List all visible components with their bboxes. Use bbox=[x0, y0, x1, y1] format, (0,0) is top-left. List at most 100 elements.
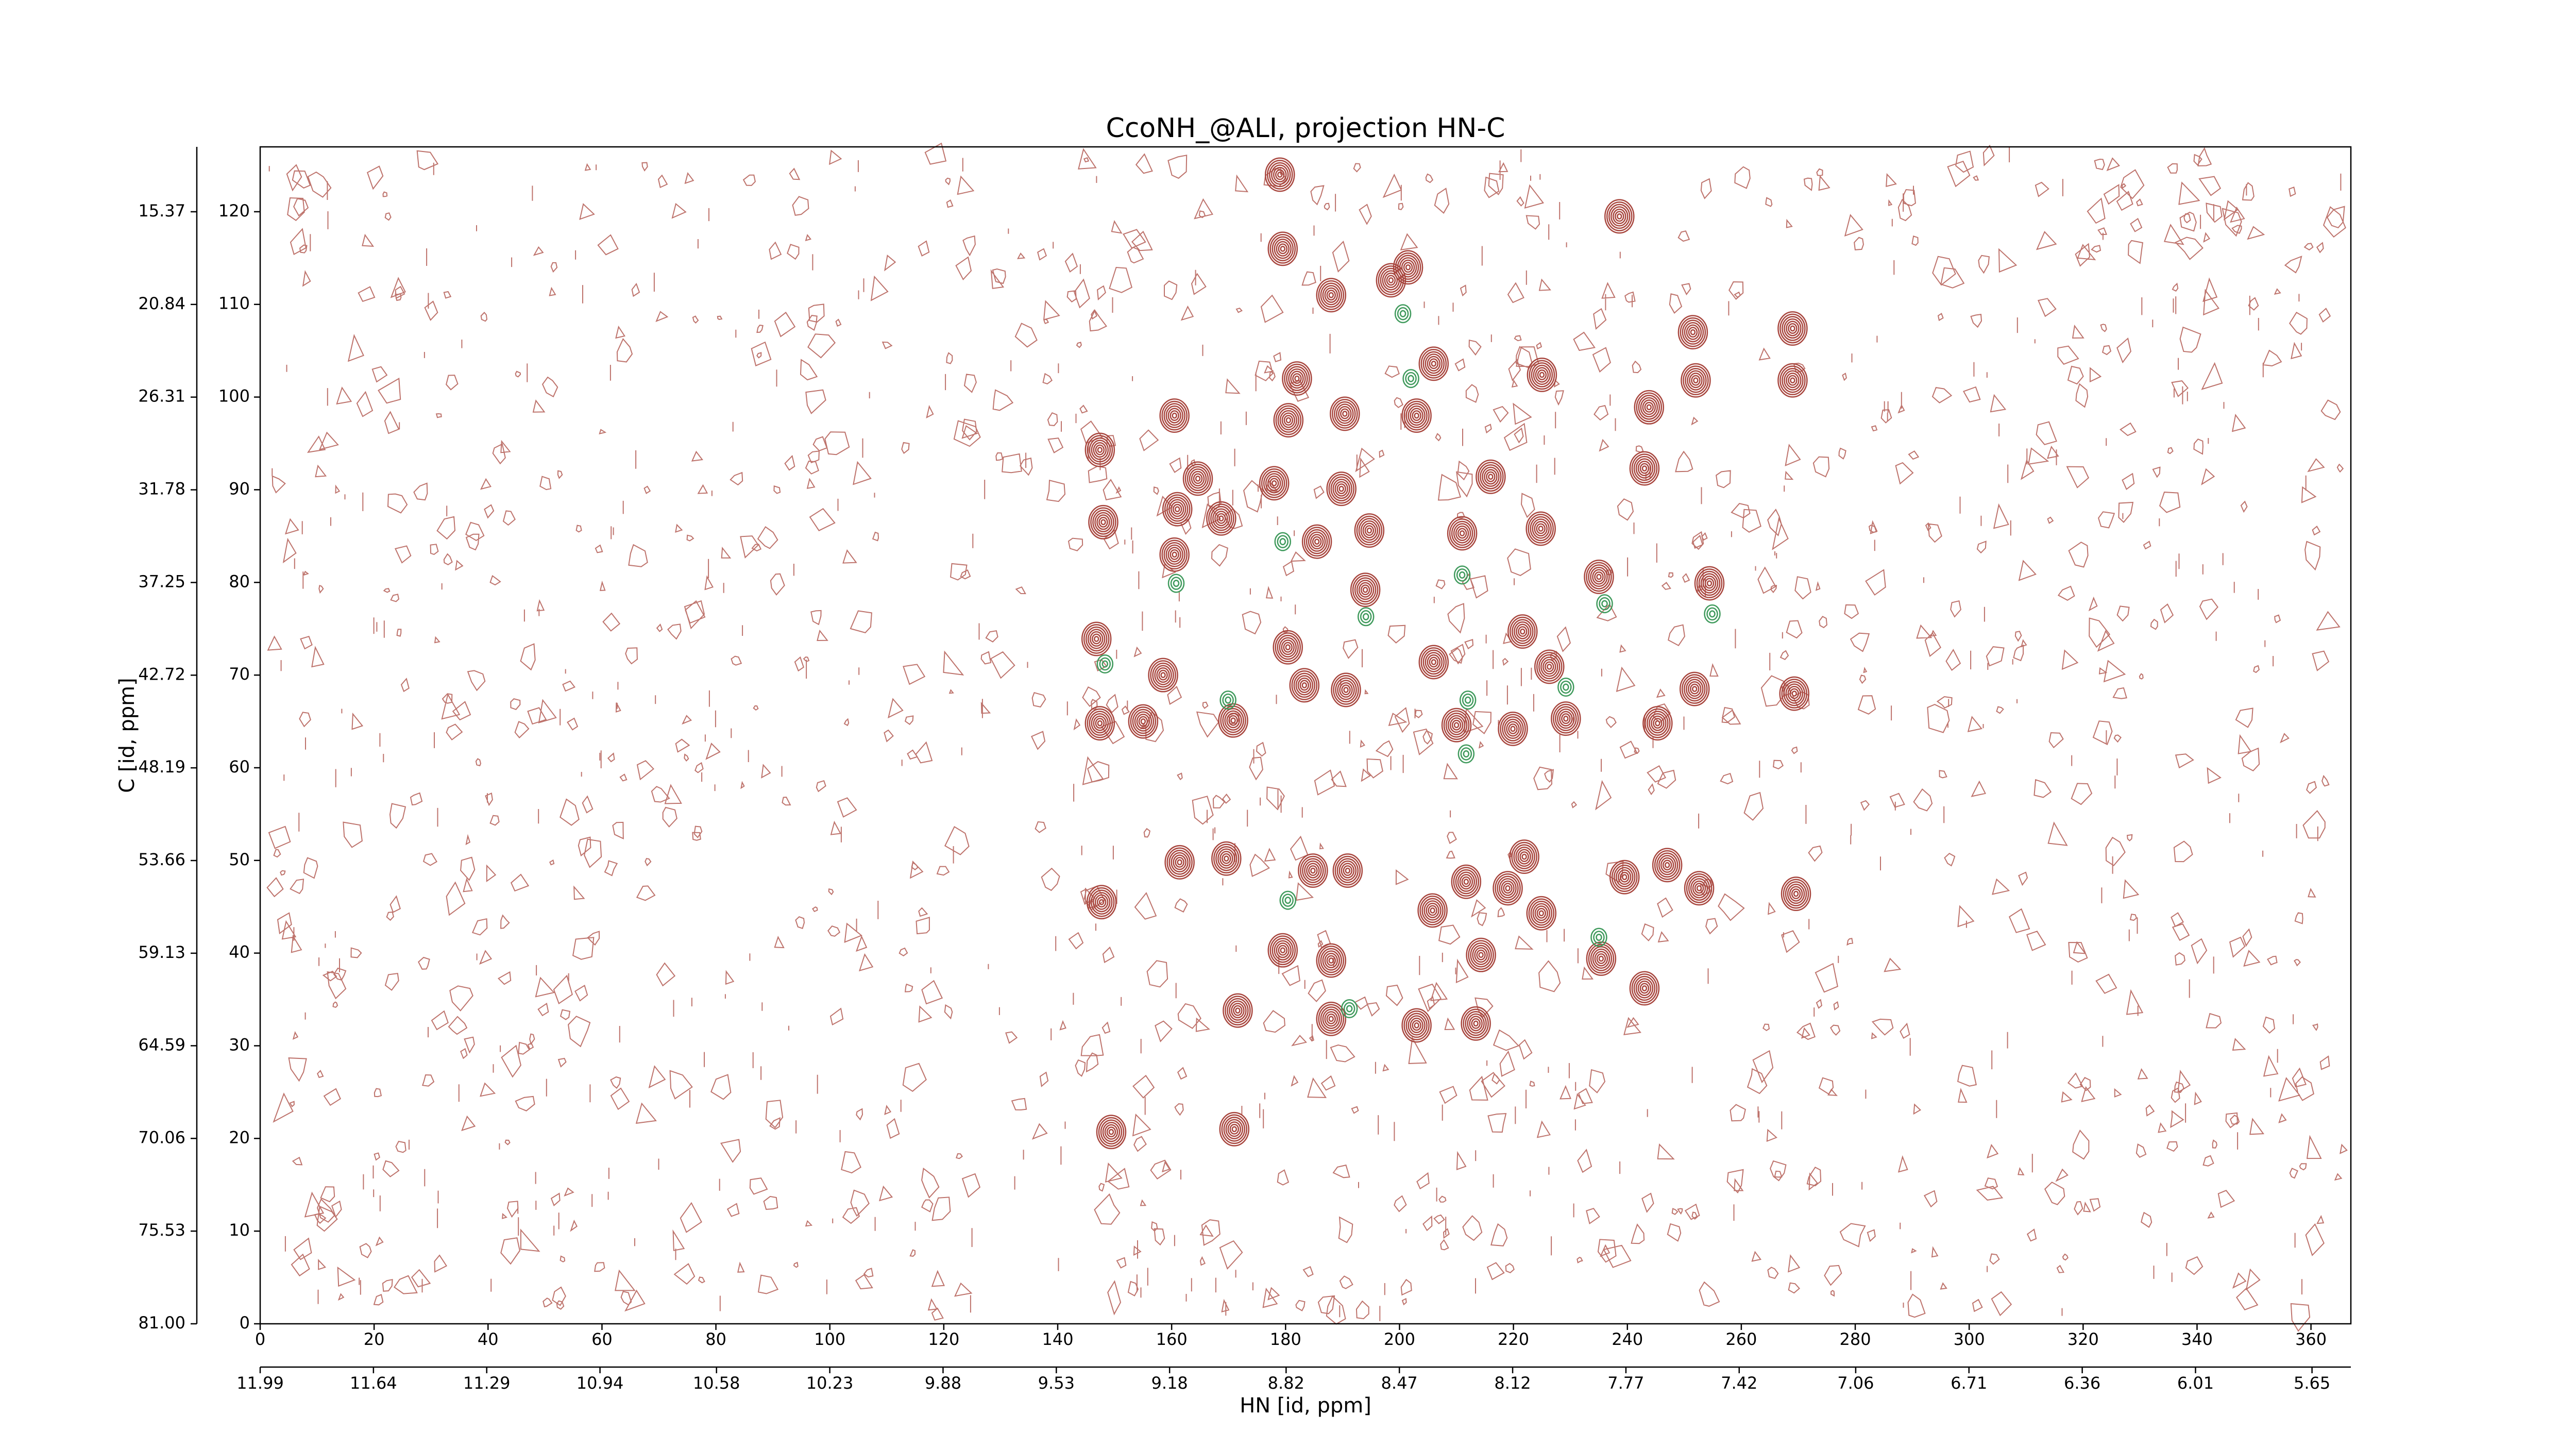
x2-tick-label: 8.12 bbox=[1494, 1373, 1531, 1393]
peak-contour bbox=[1159, 398, 1190, 433]
peak-contour bbox=[1282, 361, 1312, 396]
peak-contour bbox=[1084, 706, 1115, 741]
x2-tick-label: 11.99 bbox=[236, 1373, 284, 1393]
peak-contour bbox=[1590, 928, 1607, 947]
peak-contour bbox=[1273, 630, 1303, 665]
peak-contour bbox=[1596, 594, 1613, 614]
peak-contour bbox=[1267, 933, 1298, 968]
x-tick-label: 160 bbox=[1156, 1329, 1188, 1349]
peak-contour bbox=[1326, 471, 1357, 507]
peak-contour bbox=[1159, 537, 1190, 572]
peak-contour bbox=[1418, 346, 1449, 381]
peak-contour bbox=[1527, 357, 1557, 392]
y2-tick-label: 31.78 bbox=[138, 479, 185, 499]
x-tick-label: 120 bbox=[928, 1329, 959, 1349]
peak-contour bbox=[1629, 451, 1660, 486]
x-tick-label: 240 bbox=[1612, 1329, 1643, 1349]
peak-contour bbox=[1584, 560, 1614, 594]
peak-contour bbox=[1088, 504, 1118, 540]
peak-contour bbox=[1259, 466, 1290, 501]
peak-contour bbox=[1447, 516, 1478, 551]
x-tick-label: 260 bbox=[1725, 1329, 1757, 1349]
y-tick-label: 60 bbox=[229, 757, 250, 777]
x2-tick-label: 9.88 bbox=[925, 1373, 961, 1393]
peak-contour bbox=[1476, 459, 1506, 494]
y2-tick-label: 48.19 bbox=[138, 757, 185, 777]
peak-contour bbox=[1777, 363, 1808, 398]
x2-tick-label: 6.36 bbox=[2064, 1373, 2100, 1393]
peak-contour bbox=[1451, 864, 1482, 899]
peak-contour bbox=[1316, 943, 1347, 978]
peak-contour bbox=[1264, 157, 1295, 192]
y-tick-label: 40 bbox=[229, 942, 250, 962]
peak-contour bbox=[1493, 871, 1523, 906]
peak-contour bbox=[1393, 250, 1423, 285]
peak-contour bbox=[1148, 658, 1178, 693]
peak-contour bbox=[1694, 566, 1725, 601]
x2-tick-label: 6.71 bbox=[1951, 1373, 1987, 1393]
peak-contour bbox=[1498, 711, 1528, 746]
x-tick-label: 40 bbox=[478, 1329, 499, 1349]
peak-contour bbox=[1330, 396, 1360, 431]
peak-contour bbox=[1182, 461, 1213, 496]
y-tick-label: 90 bbox=[229, 479, 250, 498]
peak-contour bbox=[1394, 304, 1412, 324]
peak-contour bbox=[1551, 701, 1581, 736]
y2-tick-label: 75.53 bbox=[138, 1220, 185, 1240]
peak-contour bbox=[1274, 532, 1292, 551]
x-tick-label: 0 bbox=[255, 1329, 265, 1349]
y-tick-label: 110 bbox=[218, 294, 250, 313]
x-tick-label: 60 bbox=[591, 1329, 613, 1349]
y2-tick-label: 26.31 bbox=[138, 386, 185, 406]
peak-contour bbox=[1081, 621, 1112, 656]
peak-contour bbox=[1211, 841, 1242, 876]
peak-contour bbox=[1459, 690, 1477, 710]
x2-tick-label: 5.65 bbox=[2294, 1373, 2330, 1393]
peak-contour bbox=[1681, 363, 1711, 398]
y-tick-label: 70 bbox=[229, 664, 250, 684]
y-tick-label: 30 bbox=[229, 1035, 250, 1054]
peak-contour bbox=[1453, 565, 1471, 585]
peak-contour bbox=[1219, 690, 1236, 710]
y-axis-label: C [id, ppm] bbox=[115, 678, 139, 793]
peak-contour bbox=[1218, 703, 1248, 738]
x2-tick-label: 11.29 bbox=[463, 1373, 511, 1393]
x2-tick-label: 7.77 bbox=[1607, 1373, 1644, 1393]
x-tick-label: 200 bbox=[1384, 1329, 1415, 1349]
peak-contour bbox=[1402, 369, 1419, 389]
x-tick-label: 100 bbox=[814, 1329, 845, 1349]
peak-contour bbox=[1677, 315, 1708, 350]
peak-contour bbox=[1267, 231, 1298, 266]
peak-contour bbox=[1332, 853, 1363, 888]
peak-contour bbox=[1164, 845, 1195, 880]
x2-tick-label: 9.18 bbox=[1151, 1373, 1188, 1393]
peak-contour bbox=[1084, 432, 1115, 467]
peak-contour bbox=[1301, 524, 1332, 559]
peak-contour bbox=[1279, 890, 1296, 910]
chart-title: CcoNH_@ALI, projection HN-C bbox=[1106, 113, 1505, 144]
y2-tick-label: 20.84 bbox=[138, 294, 185, 313]
y2-tick-label: 70.06 bbox=[138, 1127, 185, 1147]
peak-contour bbox=[1466, 937, 1496, 972]
peak-contour bbox=[1219, 1111, 1250, 1147]
y2-tick-label: 37.25 bbox=[138, 571, 185, 591]
x-tick-label: 180 bbox=[1270, 1329, 1301, 1349]
x-tick-label: 20 bbox=[364, 1329, 385, 1349]
x-tick-label: 140 bbox=[1042, 1329, 1073, 1349]
peak-contour bbox=[1684, 871, 1715, 906]
peak-contour bbox=[1354, 513, 1385, 548]
peak-contour bbox=[1401, 1008, 1432, 1043]
peak-contour bbox=[1629, 971, 1660, 1006]
peak-contour bbox=[1273, 403, 1304, 437]
x2-tick-label: 10.94 bbox=[577, 1373, 624, 1393]
peak-contour bbox=[1167, 574, 1185, 593]
y2-tick-label: 15.37 bbox=[138, 201, 185, 221]
peak-contour bbox=[1609, 860, 1640, 895]
plot-area bbox=[266, 142, 2348, 1332]
peak-contour bbox=[1128, 704, 1159, 739]
x-tick-label: 320 bbox=[2067, 1329, 2099, 1349]
peak-contour bbox=[1507, 614, 1538, 649]
peak-contour bbox=[1441, 707, 1472, 743]
peak-contour bbox=[1316, 278, 1347, 313]
x2-tick-label: 6.01 bbox=[2177, 1373, 2214, 1393]
